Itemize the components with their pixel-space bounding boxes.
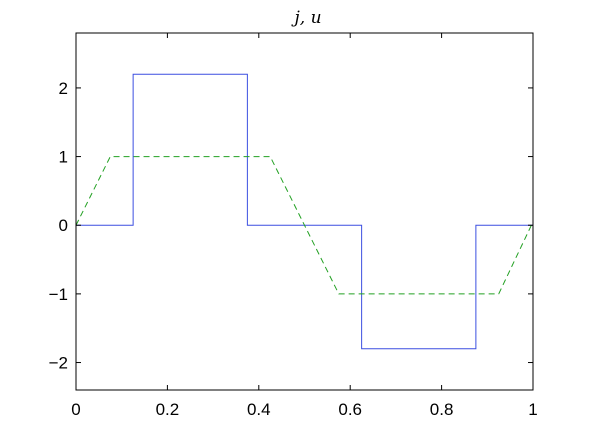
y-tick-label: 2 (59, 79, 68, 98)
x-tick-label: 0.6 (338, 400, 362, 419)
y-tick-label: −1 (49, 285, 68, 304)
series-line-2 (75, 156, 534, 295)
tick-layer: 0 0.2 0.4 0.6 0.8 1 −2 −1 0 1 2 (49, 33, 538, 419)
x-tick-label: 0.2 (156, 400, 180, 419)
x-tick-label: 0 (71, 400, 80, 419)
chart-title: j, u (290, 8, 321, 28)
plot-area (76, 33, 533, 390)
axes-box (75, 32, 534, 391)
y-tick-label: 0 (59, 216, 68, 235)
x-tick-label: 0.4 (247, 400, 271, 419)
y-tick-label: −2 (49, 354, 68, 373)
x-tick-label: 0.8 (430, 400, 454, 419)
y-tick-label: 1 (59, 148, 68, 167)
x-tick-label: 1 (528, 400, 537, 419)
series-layer (75, 73, 534, 350)
